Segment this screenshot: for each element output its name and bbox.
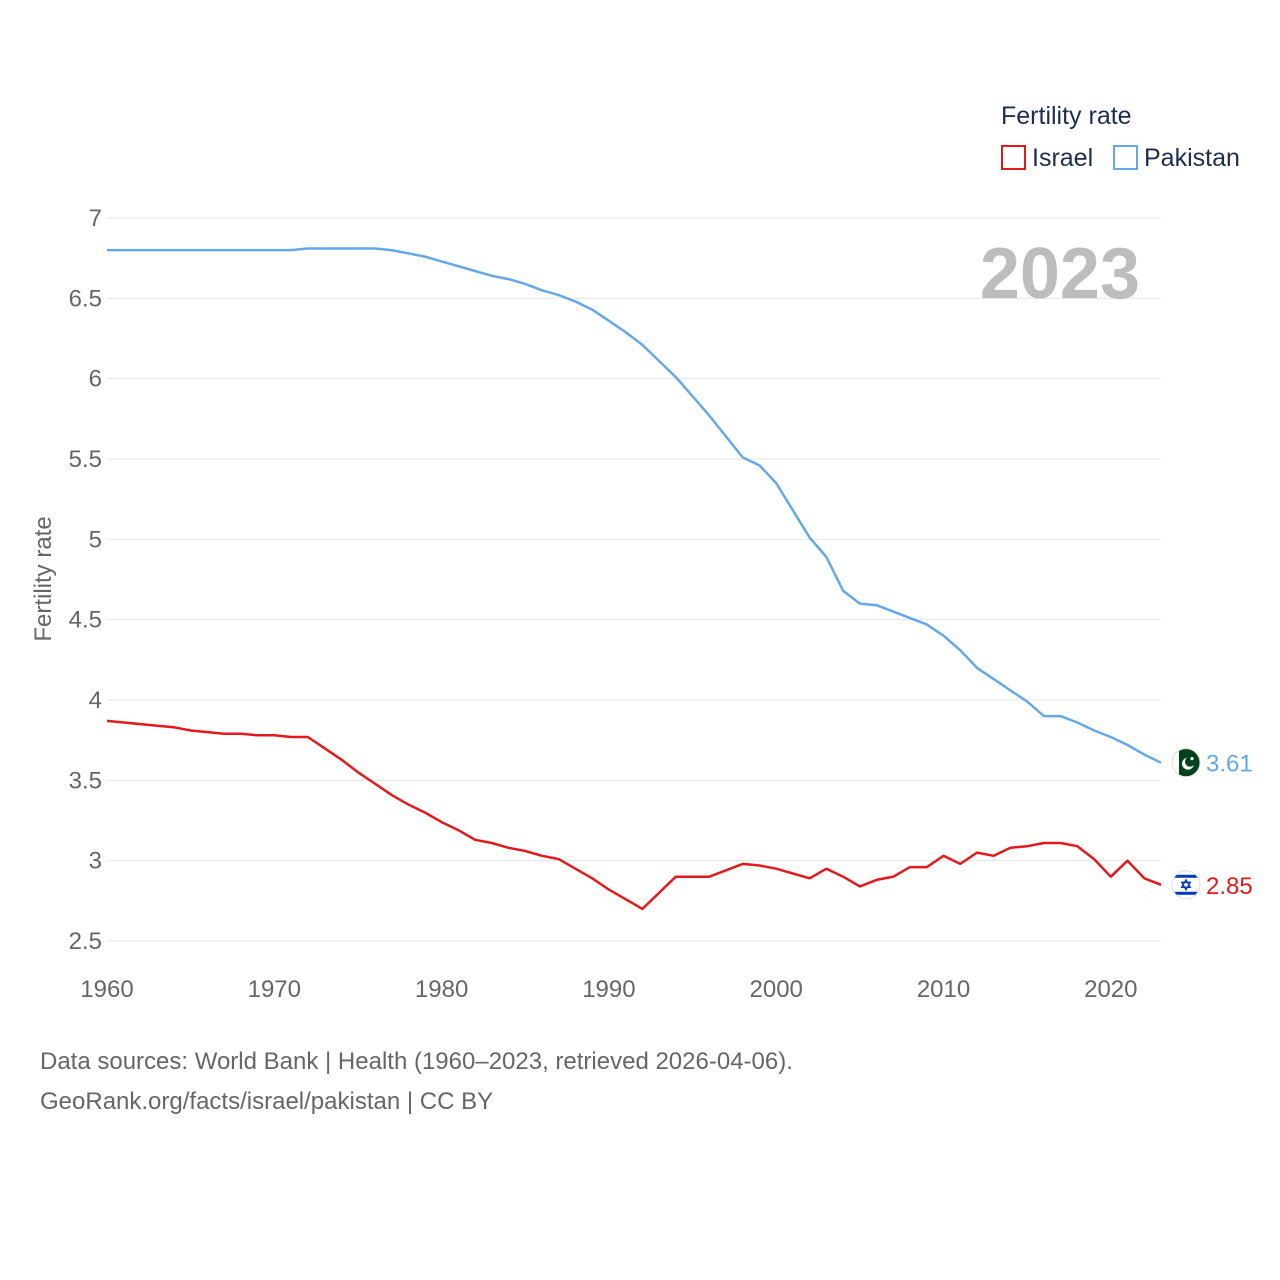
y-axis-label: Fertility rate <box>30 516 57 641</box>
legend-item-pakistan[interactable]: Pakistan <box>1113 144 1240 172</box>
end-label-israel: 2.85 <box>1206 873 1253 900</box>
end-markers: 2.85 3.61 <box>1171 748 1253 900</box>
end-label-pakistan: 3.61 <box>1206 751 1253 778</box>
y-axis-ticks: 2.5 3 3.5 4 4.5 5 5.5 6 6.5 7 <box>69 205 102 955</box>
source-line-data: Data sources: World Bank | Health (1960–… <box>40 1048 793 1075</box>
series-line-pakistan <box>107 247 1162 764</box>
legend-item-israel[interactable]: Israel <box>1001 144 1093 172</box>
y-tick-label: 4 <box>89 687 102 714</box>
y-tick-label: 3 <box>89 848 102 875</box>
source-note: Data sources: World Bank | Health (1960–… <box>40 1042 793 1122</box>
x-tick-label: 2020 <box>1084 976 1137 1003</box>
legend-swatch-pakistan <box>1113 145 1138 170</box>
y-tick-label: 5.5 <box>69 446 102 473</box>
series-lines <box>106 247 1162 911</box>
x-tick-label: 1970 <box>248 976 301 1003</box>
israel-flag-icon <box>1171 870 1201 900</box>
legend-swatch-israel <box>1001 145 1026 170</box>
x-tick-label: 1960 <box>80 976 133 1003</box>
x-axis-ticks: 1960 1970 1980 1990 2000 2010 2020 <box>80 976 1137 1003</box>
y-tick-label: 7 <box>89 205 102 232</box>
series-line-israel <box>106 719 1162 911</box>
legend[interactable]: Fertility rate Israel Pakistan <box>1001 102 1240 172</box>
y-tick-label: 3.5 <box>69 767 102 794</box>
y-tick-label: 4.5 <box>69 607 102 634</box>
y-tick-label: 6.5 <box>69 285 102 312</box>
legend-title: Fertility rate <box>1001 102 1132 130</box>
x-tick-label: 1990 <box>582 976 635 1003</box>
y-tick-label: 2.5 <box>69 928 102 955</box>
x-tick-label: 1980 <box>415 976 468 1003</box>
x-tick-label: 2000 <box>750 976 803 1003</box>
gridlines <box>107 217 1161 942</box>
y-tick-label: 6 <box>89 366 102 393</box>
source-line-url[interactable]: GeoRank.org/facts/israel/pakistan | CC B… <box>40 1088 494 1115</box>
pakistan-flag-icon <box>1171 748 1201 778</box>
year-watermark: 2023 <box>980 234 1140 314</box>
legend-label-pakistan: Pakistan <box>1144 144 1240 172</box>
legend-label-israel: Israel <box>1032 144 1093 172</box>
x-tick-label: 2010 <box>917 976 970 1003</box>
y-tick-label: 5 <box>89 526 102 553</box>
